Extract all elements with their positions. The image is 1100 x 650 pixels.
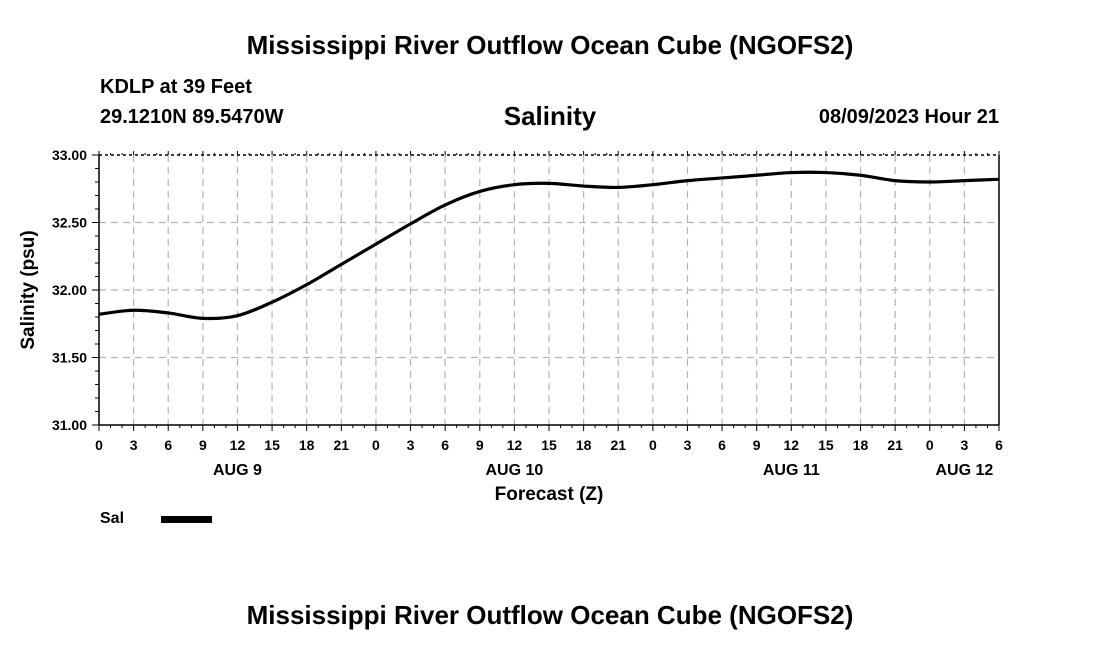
x-tick-label: 0 bbox=[372, 437, 380, 453]
x-tick-label: 9 bbox=[476, 437, 484, 453]
x-tick-label: 21 bbox=[334, 437, 350, 453]
legend-label: Sal bbox=[100, 510, 125, 527]
x-tick-label: 0 bbox=[649, 437, 657, 453]
x-tick-label: 15 bbox=[264, 437, 280, 453]
forecast-datetime: 08/09/2023 Hour 21 bbox=[818, 106, 999, 128]
station-coordinates: 29.1210N 89.5470W bbox=[100, 106, 284, 128]
day-label: AUG 9 bbox=[213, 462, 262, 479]
x-tick-label: 18 bbox=[576, 437, 592, 453]
x-tick-label: 18 bbox=[299, 437, 315, 453]
grid-layer bbox=[99, 155, 999, 425]
y-tick-label: 33.00 bbox=[52, 147, 87, 163]
day-label: AUG 11 bbox=[763, 462, 820, 479]
x-tick-label: 12 bbox=[230, 437, 246, 453]
x-tick-label: 3 bbox=[407, 437, 415, 453]
chart-title: Mississippi River Outflow Ocean Cube (NG… bbox=[246, 30, 854, 60]
x-tick-label: 15 bbox=[818, 437, 834, 453]
station-label: KDLP at 39 Feet bbox=[100, 76, 252, 98]
axis-layer: 0 3 6 9 12 15 18 21 0 3 6 9 12 15 18 21 0 3 6 9 12 15 18 21 0 3 6 3… bbox=[18, 147, 1003, 505]
y-tick-label: 32.00 bbox=[52, 282, 87, 298]
x-tick-label: 9 bbox=[753, 437, 761, 453]
x-tick-label: 21 bbox=[887, 437, 903, 453]
y-tick-label: 32.50 bbox=[52, 215, 87, 231]
x-tick-label: 15 bbox=[541, 437, 557, 453]
variable-title: Salinity bbox=[503, 101, 597, 131]
footer-title: Mississippi River Outflow Ocean Cube (NG… bbox=[246, 600, 854, 630]
day-label: AUG 10 bbox=[485, 462, 543, 479]
x-tick-label: 0 bbox=[95, 437, 103, 453]
salinity-chart: 0 3 6 9 12 15 18 21 0 3 6 9 12 15 18 21 0 3 6 9 12 15 18 21 0 3 6 3… bbox=[18, 147, 1003, 505]
x-tick-label: 18 bbox=[853, 437, 869, 453]
y-axis-title: Salinity (psu) bbox=[18, 230, 39, 349]
x-tick-label: 6 bbox=[164, 437, 172, 453]
x-axis-title: Forecast (Z) bbox=[495, 484, 604, 505]
x-tick-label: 6 bbox=[718, 437, 726, 453]
day-label: AUG 12 bbox=[935, 462, 993, 479]
y-tick-label: 31.50 bbox=[52, 350, 87, 366]
x-tick-label: 3 bbox=[130, 437, 138, 453]
x-tick-label: 21 bbox=[610, 437, 626, 453]
x-tick-label: 12 bbox=[507, 437, 523, 453]
x-tick-label: 3 bbox=[684, 437, 692, 453]
x-tick-label: 12 bbox=[784, 437, 800, 453]
x-tick-label: 0 bbox=[926, 437, 934, 453]
x-tick-label: 3 bbox=[960, 437, 968, 453]
series-layer bbox=[98, 170, 1000, 321]
x-tick-label: 6 bbox=[441, 437, 449, 453]
x-tick-label: 6 bbox=[995, 437, 1003, 453]
x-tick-label: 9 bbox=[199, 437, 207, 453]
series-line-sal bbox=[98, 170, 1000, 321]
y-tick-label: 31.00 bbox=[52, 417, 87, 433]
legend-line-swatch bbox=[161, 516, 212, 523]
